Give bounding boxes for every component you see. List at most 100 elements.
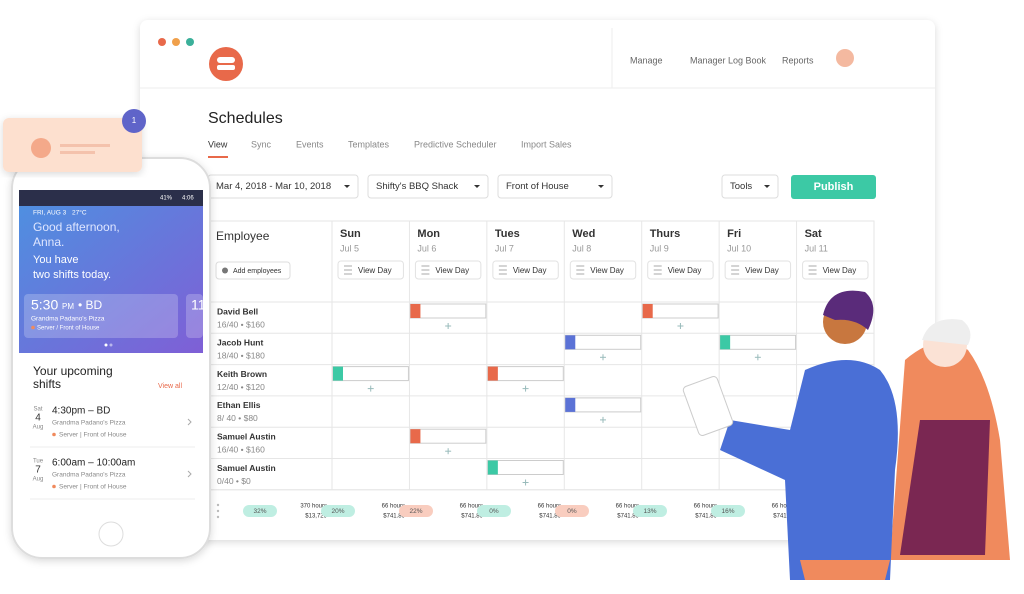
home-button[interactable] (98, 521, 124, 547)
shift-block[interactable] (564, 397, 642, 413)
tab[interactable]: View (208, 139, 228, 149)
employee-name: Ethan Ellis (217, 400, 261, 410)
shift-role: Server | Front of House (59, 484, 127, 491)
caret (344, 185, 350, 188)
person-man (720, 360, 898, 580)
total-cost: $741.89 (383, 514, 405, 520)
total-hours: 66 hours (382, 504, 405, 510)
view-day-button[interactable] (724, 260, 792, 280)
tab[interactable]: Sync (251, 139, 272, 149)
day-date: Jul 7 (495, 243, 514, 253)
view-day-button[interactable] (337, 260, 404, 280)
percent-label: 0% (567, 508, 577, 515)
role-dot (31, 325, 35, 330)
view-day-button[interactable] (647, 260, 714, 280)
shift-block[interactable] (719, 334, 797, 350)
shift-block[interactable] (487, 366, 564, 382)
dropdown-label: Tools (730, 181, 752, 192)
view-day-button[interactable] (414, 260, 482, 280)
day-date: Jul 11 (805, 243, 828, 253)
role-dot (52, 484, 56, 489)
shift-block[interactable] (409, 303, 487, 319)
tab[interactable]: Events (296, 139, 324, 149)
logo[interactable] (209, 47, 243, 81)
button-label: View Day (823, 266, 857, 275)
employee-name: Samuel Austin (217, 463, 276, 473)
total-hours: 370 hours (300, 504, 327, 510)
shift-color (410, 304, 421, 318)
tab[interactable]: Import Sales (521, 139, 572, 149)
employee-stats: 16/40 • $160 (217, 319, 265, 329)
shift-block[interactable] (332, 366, 409, 382)
caret (598, 185, 604, 188)
caret (474, 185, 480, 188)
shift-block[interactable] (564, 334, 642, 350)
day-date: Jul 5 (340, 243, 359, 253)
nav-link[interactable]: Manager Log Book (690, 55, 767, 65)
card-tag: • BD (78, 298, 103, 312)
trousers (800, 560, 890, 580)
day-date: Jul 10 (727, 243, 751, 253)
shift-weekday: Tue (33, 459, 44, 465)
dropdown[interactable] (497, 174, 613, 199)
avatar[interactable] (836, 49, 854, 67)
tablet (682, 376, 734, 436)
total-hours: 66 hours (460, 504, 483, 510)
employee-name: David Bell (217, 306, 258, 316)
page-title: Schedules (208, 110, 283, 127)
shift-color (487, 460, 498, 475)
total-hours: 66 hours (772, 504, 795, 510)
shift-card[interactable] (186, 294, 203, 338)
badge (122, 109, 146, 133)
total-cost: $741.89 (617, 514, 639, 520)
button-label: View Day (590, 266, 624, 275)
shift-block[interactable] (409, 428, 487, 444)
tab[interactable]: Predictive Scheduler (414, 139, 497, 149)
chevron (187, 470, 192, 478)
button-label: View Day (745, 266, 779, 275)
shift-time: 6:00am – 10:00am (52, 458, 135, 469)
total-cost: $13,729 (305, 514, 327, 520)
battery: 41% (160, 196, 173, 202)
shift-time: 4:30pm – BD (52, 406, 110, 417)
drag-dot (216, 503, 220, 507)
role-dot (52, 432, 56, 437)
nav-link[interactable]: Manage (630, 55, 663, 65)
dropdown[interactable] (367, 174, 489, 199)
card-time: 5:30 (31, 297, 58, 313)
nav-link[interactable]: Reports (782, 55, 814, 65)
drag-dot (216, 509, 220, 513)
shift-day: 4 (35, 413, 41, 424)
total-cost: $741.89 (773, 514, 795, 520)
view-all-link[interactable]: View all (158, 383, 182, 390)
day-name: Sun (340, 228, 361, 240)
dropdown[interactable] (721, 174, 779, 199)
percent-pill (321, 505, 355, 517)
shift-place: Grandma Padano's Pizza (52, 420, 126, 427)
button-label: View Day (513, 266, 547, 275)
card-time: 11 (191, 297, 206, 313)
publish-button[interactable] (791, 175, 876, 199)
add-employees-button[interactable] (215, 261, 291, 280)
tab[interactable]: Templates (348, 139, 390, 149)
percent-pill (399, 505, 433, 517)
caret (764, 185, 770, 188)
shift-block[interactable] (642, 303, 719, 319)
view-day-button[interactable] (492, 260, 559, 280)
shift-color (487, 366, 498, 381)
logo-mark (217, 57, 235, 63)
shift-card[interactable] (24, 294, 178, 338)
view-day-button[interactable] (802, 260, 869, 280)
shift-color (410, 429, 421, 444)
employee-stats: 18/40 • $180 (217, 351, 265, 361)
view-day-button[interactable] (569, 260, 637, 280)
page-dot (109, 343, 113, 347)
illustration (682, 290, 1010, 580)
shift-block[interactable] (487, 460, 564, 475)
total-cost: $741.89 (461, 514, 483, 520)
card-place: Grandma Padano's Pizza (31, 316, 105, 323)
weather: 27°C (72, 209, 87, 217)
badge-count: 1 (132, 116, 137, 125)
phone: 41% 4:06 FRI, AUG 3 27°C Good afternoon, Anna… (11, 157, 211, 559)
